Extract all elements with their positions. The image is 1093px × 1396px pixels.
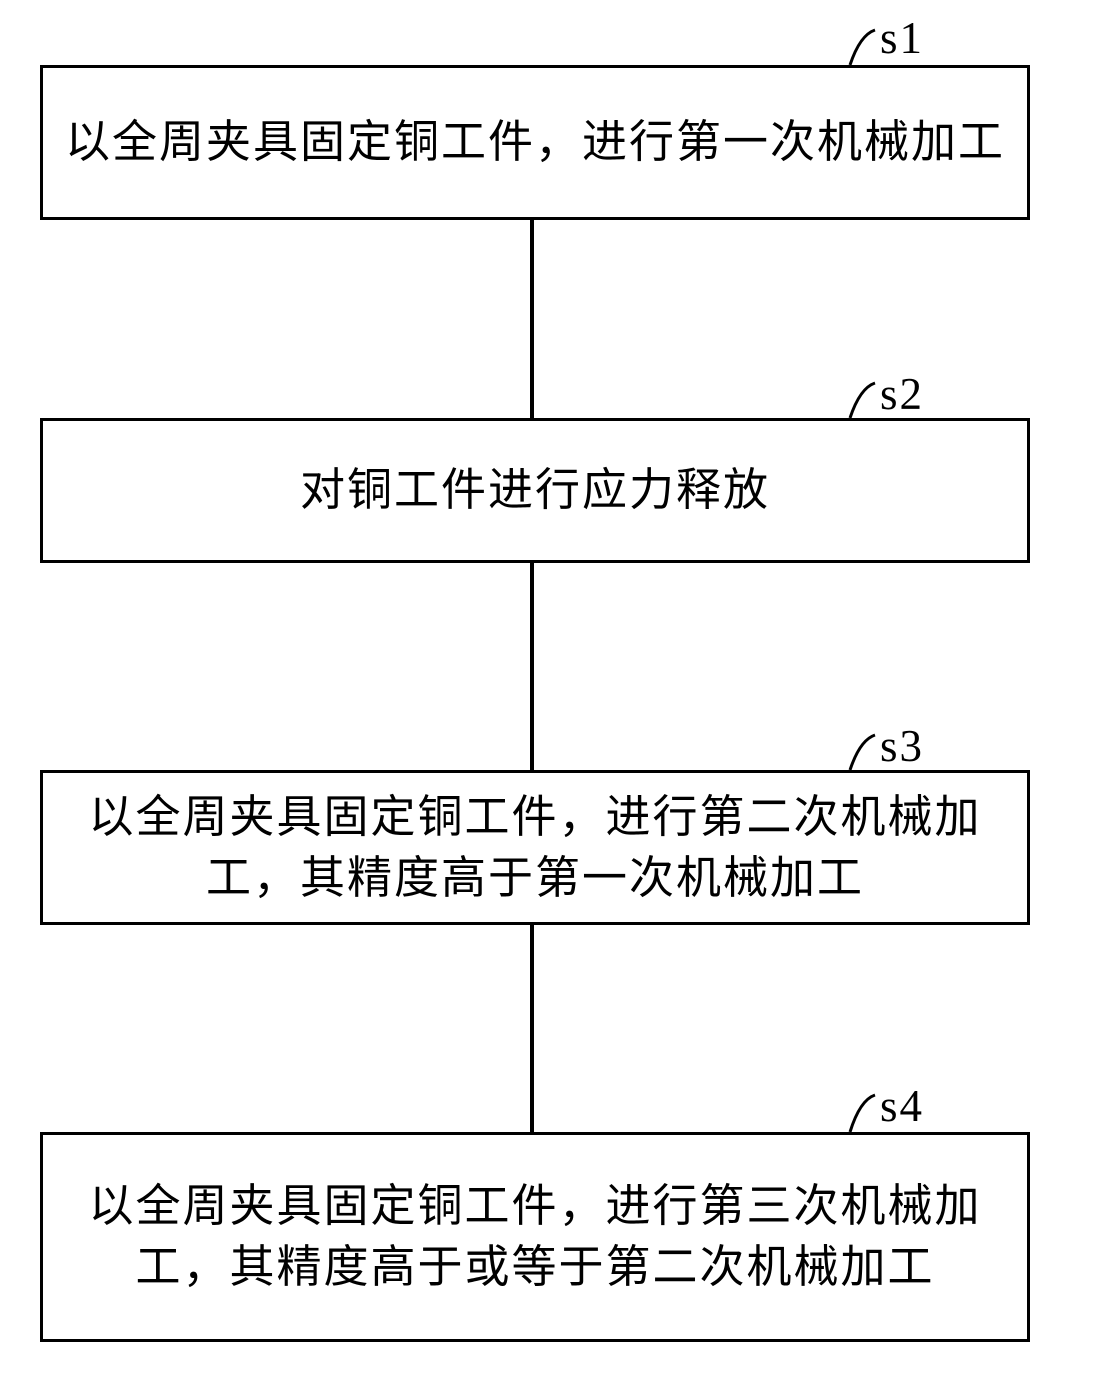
flow-box-s2: 对铜工件进行应力释放 — [40, 418, 1030, 563]
flow-text-s2: 对铜工件进行应力释放 — [300, 460, 770, 521]
label-curve-s4 — [820, 1085, 890, 1137]
flow-box-s4: 以全周夹具固定铜工件，进行第三次机械加工，其精度高于或等于第二次机械加工 — [40, 1132, 1030, 1342]
connector-s2-s3 — [530, 563, 534, 770]
flow-box-s1: 以全周夹具固定铜工件，进行第一次机械加工 — [40, 65, 1030, 220]
flow-text-s3: 以全周夹具固定铜工件，进行第二次机械加工，其精度高于第一次机械加工 — [63, 787, 1007, 909]
flow-text-s1: 以全周夹具固定铜工件，进行第一次机械加工 — [65, 112, 1005, 173]
flow-box-s3: 以全周夹具固定铜工件，进行第二次机械加工，其精度高于第一次机械加工 — [40, 770, 1030, 925]
label-curve-s3 — [820, 725, 890, 775]
connector-s3-s4 — [530, 925, 534, 1132]
flow-text-s4: 以全周夹具固定铜工件，进行第三次机械加工，其精度高于或等于第二次机械加工 — [63, 1176, 1007, 1298]
connector-s1-s2 — [530, 220, 534, 418]
label-curve-s1 — [820, 20, 890, 70]
label-curve-s2 — [820, 373, 890, 423]
flowchart-container: 以全周夹具固定铜工件，进行第一次机械加工 s1 对铜工件进行应力释放 s2 以全… — [0, 0, 1093, 1396]
